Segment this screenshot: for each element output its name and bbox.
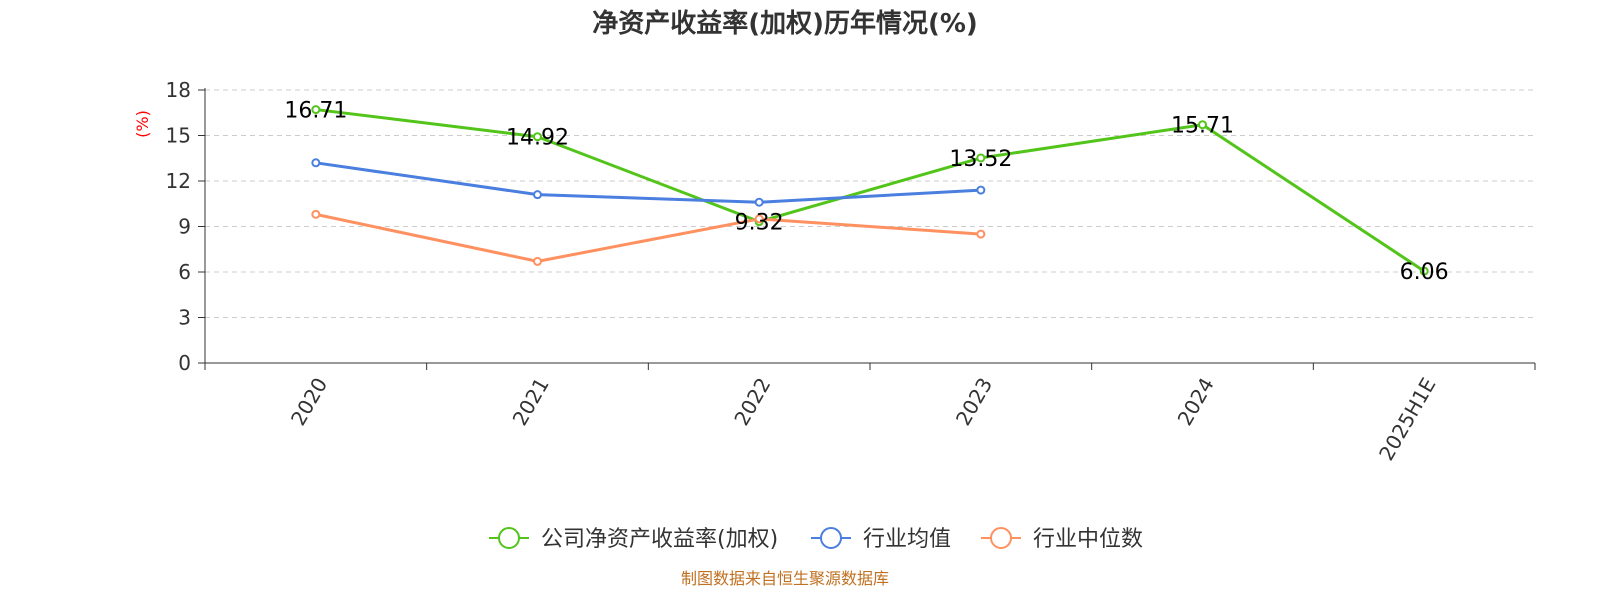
legend: 公司净资产收益率(加权) 行业均值 行业中位数 — [489, 527, 1143, 552]
series-line-0 — [315, 108, 1425, 273]
data-point — [533, 256, 542, 266]
data-point — [976, 185, 986, 195]
data-point — [311, 158, 321, 168]
data-point — [1419, 266, 1429, 276]
x-tick-label: 2024 — [1173, 374, 1219, 430]
data-point — [754, 197, 764, 207]
y-tick-label: 9 — [178, 215, 191, 239]
data-label: 13.52 — [949, 147, 1012, 172]
x-tick-label: 2022 — [729, 374, 775, 430]
legend-circle-icon — [820, 527, 842, 549]
data-labels: 16.71 14.92 9.32 13.52 15.71 6.06 — [284, 99, 1448, 286]
x-tick-label: 2025H1E — [1374, 374, 1440, 465]
y-tick-label: 3 — [178, 306, 191, 330]
data-point — [311, 209, 321, 219]
data-point — [754, 214, 764, 224]
data-point — [976, 153, 986, 163]
series-lines — [311, 105, 1429, 276]
legend-label: 行业中位数 — [1033, 527, 1143, 552]
data-label: 15.71 — [1171, 114, 1234, 139]
x-tick-label: 2023 — [951, 373, 997, 429]
y-tick-label: 18 — [166, 78, 191, 102]
legend-item-1: 行业均值 — [811, 527, 951, 552]
data-point — [533, 190, 542, 200]
series-line-1 — [315, 161, 981, 204]
data-point — [311, 105, 321, 115]
x-tick-label: 2021 — [508, 374, 554, 430]
legend-circle-icon — [498, 527, 520, 549]
y-tick-label: 6 — [178, 260, 191, 284]
y-tick-label: 12 — [166, 169, 191, 193]
data-point — [533, 132, 542, 142]
x-tick-label: 2020 — [286, 374, 332, 430]
legend-item-2: 行业中位数 — [981, 527, 1143, 552]
data-label: 16.71 — [284, 99, 347, 124]
y-tick-label: 0 — [178, 351, 191, 375]
data-point — [1198, 120, 1207, 130]
y-axis-label: (%) — [133, 110, 152, 138]
legend-item-0: 公司净资产收益率(加权) — [489, 527, 778, 552]
chart-title: 净资产收益率(加权)历年情况(%) — [592, 8, 978, 39]
series-line-2 — [315, 212, 981, 263]
data-label: 6.06 — [1400, 260, 1449, 285]
data-point — [976, 229, 986, 239]
legend-label: 公司净资产收益率(加权) — [541, 527, 778, 552]
data-label: 9.32 — [735, 211, 784, 236]
y-tick-label: 15 — [166, 124, 191, 148]
source-note: 制图数据来自恒生聚源数据库 — [681, 569, 889, 588]
gridlines — [205, 89, 1535, 318]
data-label: 14.92 — [506, 126, 569, 151]
legend-circle-icon — [990, 527, 1012, 549]
legend-label: 行业均值 — [863, 527, 951, 552]
